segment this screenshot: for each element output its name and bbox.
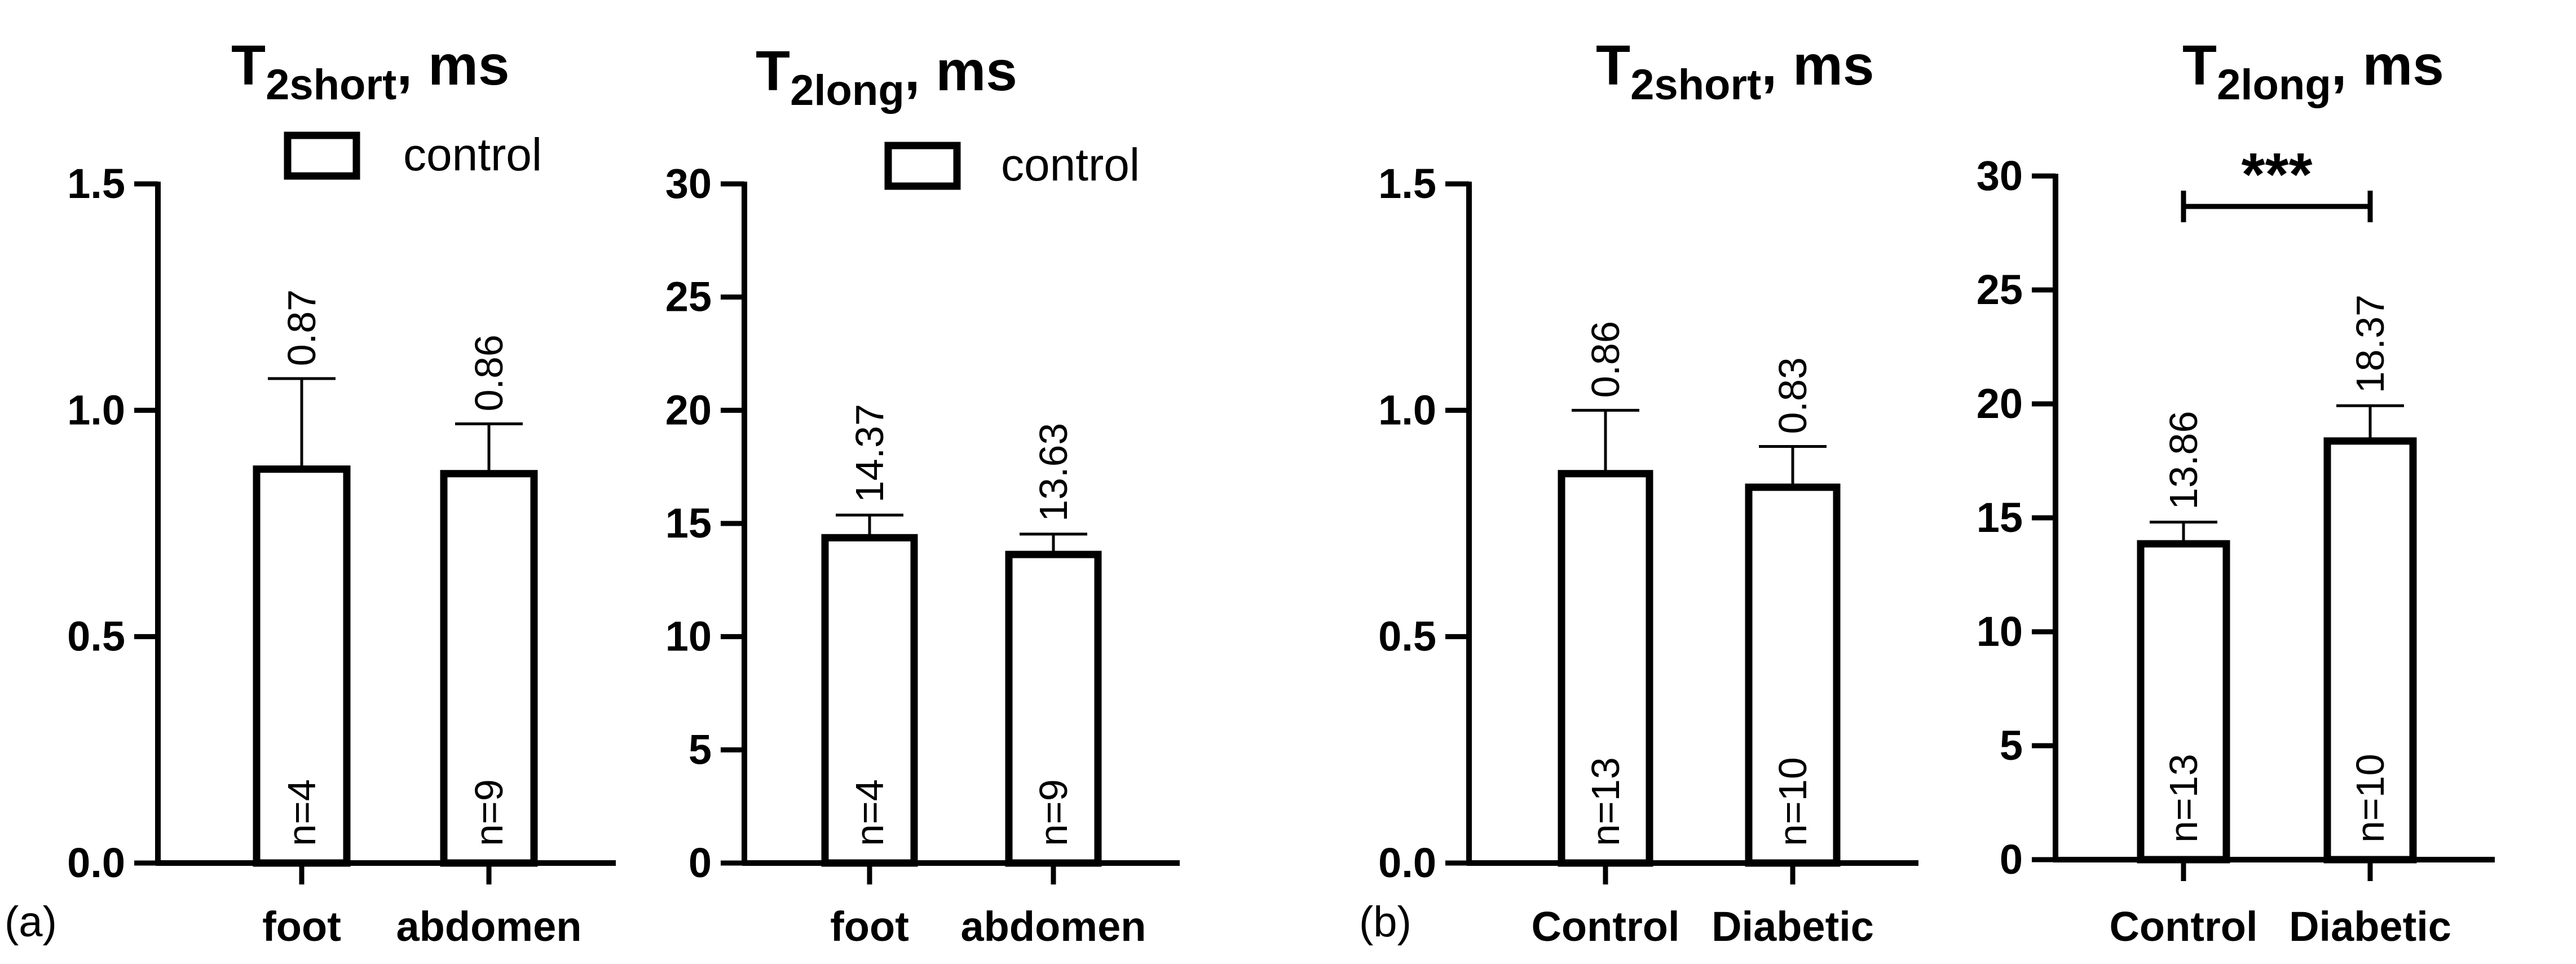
data-label-value: 13.86 bbox=[2162, 411, 2206, 510]
data-label-n: n=10 bbox=[2348, 754, 2392, 843]
y-tick-label: 10 bbox=[665, 613, 712, 660]
chart-title: T2long, ms bbox=[756, 39, 1017, 115]
panel-label-a: (a) bbox=[5, 898, 57, 946]
chart-title: T2short, ms bbox=[1596, 34, 1874, 109]
chart-title-subscript: 2short bbox=[1630, 61, 1761, 109]
chart-panel-4: T2long, ms 0 5 10 15 20 25 30 Control 13.86 n=13 Di… bbox=[1977, 34, 2495, 950]
data-label-n: n=4 bbox=[848, 779, 892, 846]
y-tick-label: 0 bbox=[2000, 836, 2023, 883]
legend-swatch bbox=[884, 142, 961, 190]
data-label-value: 0.87 bbox=[280, 289, 324, 366]
y-tick-label: 10 bbox=[1977, 608, 2023, 655]
y-tick-label: 5 bbox=[689, 726, 712, 773]
y-tick-label: 15 bbox=[665, 500, 712, 547]
chart-title-main: T bbox=[1596, 34, 1630, 97]
bar-control bbox=[2137, 540, 2230, 864]
significance-label: *** bbox=[2241, 140, 2312, 208]
x-tick-label: Diabetic bbox=[2289, 903, 2451, 950]
data-label-value: 0.86 bbox=[1583, 321, 1627, 398]
data-label-n: n=13 bbox=[1583, 757, 1627, 846]
chart-title-suffix: , ms bbox=[2331, 34, 2444, 97]
data-label-n: n=9 bbox=[467, 779, 511, 846]
legend-swatch bbox=[284, 131, 360, 180]
panel-label-b: (b) bbox=[1359, 898, 1411, 946]
chart-title-subscript: 2long bbox=[2217, 61, 2331, 109]
y-tick-label: 1.5 bbox=[67, 160, 125, 207]
y-tick-label: 1.0 bbox=[67, 386, 125, 433]
chart-title-main: T bbox=[756, 39, 790, 103]
bar-foot bbox=[253, 465, 351, 867]
x-tick-label: abdomen bbox=[961, 903, 1146, 950]
bar-control bbox=[1558, 470, 1653, 867]
chart-title: T2long, ms bbox=[2182, 34, 2444, 109]
y-tick-label: 1.5 bbox=[1378, 160, 1436, 207]
chart-panel-1: T2short, ms 0.0 0.5 1.0 1.5 foot 0.87 n=4 abdome… bbox=[67, 34, 616, 950]
y-tick-label: 25 bbox=[665, 274, 712, 320]
data-label-n: n=4 bbox=[280, 779, 324, 846]
chart-title-subscript: 2short bbox=[266, 61, 396, 109]
x-tick-label: foot bbox=[830, 903, 909, 950]
chart-title-main: T bbox=[2182, 34, 2217, 97]
x-tick-label: foot bbox=[262, 903, 341, 950]
chart-title-suffix: , ms bbox=[396, 34, 509, 97]
data-label-n: n=10 bbox=[1771, 757, 1815, 846]
chart-panel-3: T2short, ms 0.0 0.5 1.0 1.5 Control 0.86 n=13 Di… bbox=[1378, 34, 1918, 950]
chart-title-suffix: , ms bbox=[905, 39, 1017, 103]
y-tick-label: 0.5 bbox=[1378, 613, 1436, 660]
y-tick-label: 20 bbox=[665, 386, 712, 433]
chart-title-subscript: 2long bbox=[790, 67, 905, 115]
chart-title-suffix: , ms bbox=[1761, 34, 1874, 97]
data-label-n: n=9 bbox=[1031, 779, 1075, 846]
legend-label: control bbox=[1001, 139, 1140, 191]
y-tick-label: 25 bbox=[1977, 266, 2023, 313]
data-label-value: 18.37 bbox=[2348, 294, 2392, 393]
chart-panel-2: T2long, ms 0 5 10 15 20 25 30 foot 14.37 n=4 abdome… bbox=[665, 39, 1180, 950]
y-tick-label: 30 bbox=[665, 160, 712, 207]
y-tick-label: 5 bbox=[2000, 722, 2023, 769]
x-tick-label: abdomen bbox=[396, 903, 582, 950]
y-tick-label: 0 bbox=[689, 839, 712, 886]
data-label-value: 14.37 bbox=[848, 404, 892, 503]
x-tick-label: Control bbox=[2109, 903, 2257, 950]
y-tick-label: 30 bbox=[1977, 152, 2023, 199]
x-tick-label: Control bbox=[1531, 903, 1679, 950]
y-tick-label: 1.0 bbox=[1378, 386, 1436, 433]
chart-title-main: T bbox=[231, 34, 266, 97]
y-tick-label: 15 bbox=[1977, 494, 2023, 541]
bar-abdomen bbox=[440, 470, 538, 867]
bar-abdomen bbox=[1005, 551, 1102, 867]
data-label-value: 0.83 bbox=[1771, 357, 1815, 434]
x-tick-label: Diabetic bbox=[1712, 903, 1874, 950]
chart-title: T2short, ms bbox=[231, 34, 509, 109]
data-label-value: 0.86 bbox=[467, 334, 511, 411]
data-label-value: 13.63 bbox=[1031, 423, 1075, 522]
y-tick-label: 20 bbox=[1977, 380, 2023, 427]
bar-foot bbox=[821, 534, 918, 867]
y-tick-label: 0.5 bbox=[67, 613, 125, 660]
y-tick-label: 0.0 bbox=[67, 839, 125, 886]
data-label-n: n=13 bbox=[2162, 754, 2206, 843]
y-tick-label: 0.0 bbox=[1378, 839, 1436, 886]
legend-label: control bbox=[403, 129, 542, 181]
